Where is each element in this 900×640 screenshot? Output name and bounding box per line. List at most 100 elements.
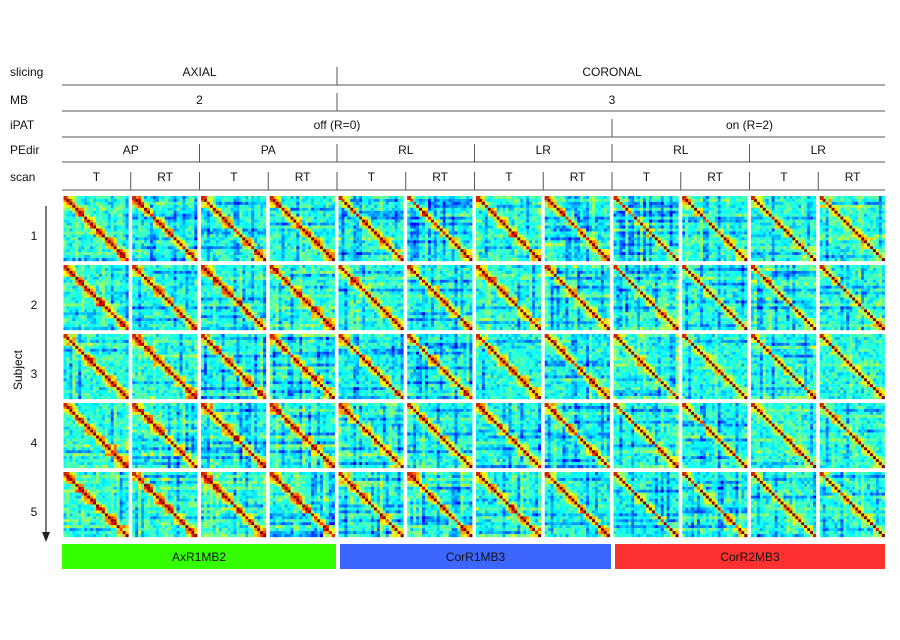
group-label: CorR1MB3	[446, 550, 506, 564]
connectivity-matrix	[269, 472, 335, 538]
group-bar	[62, 544, 336, 569]
connectivity-matrix	[338, 334, 404, 400]
connectivity-matrix	[476, 196, 542, 262]
group-label: AxR1MB2	[172, 550, 226, 564]
connectivity-matrix	[132, 334, 198, 400]
matrix-corner-marker	[201, 334, 205, 338]
connectivity-matrix	[269, 196, 335, 262]
connectivity-matrix	[269, 334, 335, 400]
subject-number: 2	[31, 298, 38, 312]
group-label: CorR2MB3	[720, 550, 780, 564]
matrix-corner-marker	[544, 472, 549, 476]
header-cell: RT	[432, 170, 448, 184]
connectivity-matrix	[682, 196, 748, 262]
matrix-corner-marker	[63, 265, 68, 269]
arrow-down-icon	[42, 532, 50, 542]
header-cell: RT	[157, 170, 173, 184]
subject-axis-label: Subject	[11, 349, 25, 390]
header-cell: 3	[609, 93, 616, 107]
connectivity-matrix	[132, 265, 198, 331]
connectivity-matrix	[751, 265, 817, 331]
connectivity-matrix	[819, 403, 885, 469]
header-cell: T	[505, 170, 513, 184]
connectivity-matrix	[338, 403, 404, 469]
matrix-corner-marker	[338, 265, 343, 269]
header-cell: T	[643, 170, 651, 184]
connectivity-matrix	[613, 334, 679, 400]
connectivity-matrix	[682, 265, 748, 331]
header-row-label: slicing	[10, 65, 43, 79]
header-cell: RL	[398, 143, 414, 157]
matrix-corner-marker	[269, 196, 274, 200]
header-cell: AP	[123, 143, 139, 157]
matrix-corner-marker	[269, 403, 274, 407]
connectivity-matrix	[63, 403, 129, 469]
subject-number: 1	[31, 229, 38, 243]
header-cell: RT	[295, 170, 311, 184]
matrix-corner-marker	[201, 403, 205, 407]
connectivity-matrix	[819, 196, 885, 262]
matrix-corner-marker	[407, 472, 412, 476]
connectivity-matrix	[682, 403, 748, 469]
group-bar	[615, 544, 885, 569]
matrix-corner-marker	[201, 196, 205, 200]
header-cell: off (R=0)	[314, 118, 361, 132]
subject-number: 5	[31, 505, 38, 519]
header-cell: T	[368, 170, 376, 184]
matrix-corner-marker	[819, 403, 824, 407]
header-row-mb: MB 2 3	[10, 93, 885, 112]
matrix-corner-marker	[544, 196, 549, 200]
header-row-label: iPAT	[10, 118, 35, 132]
connectivity-matrix	[751, 403, 817, 469]
connectivity-matrix	[819, 265, 885, 331]
matrix-corner-marker	[407, 196, 412, 200]
connectivity-matrix	[407, 403, 473, 469]
subject-number: 4	[31, 436, 38, 450]
matrix-corner-marker	[132, 472, 137, 476]
connectivity-matrix	[338, 265, 404, 331]
matrix-corner-marker	[201, 265, 205, 269]
connectivity-matrix	[63, 472, 129, 538]
header-row-slicing: slicing AXIAL CORONAL	[10, 65, 885, 86]
header-row-pedir: PEdir AP PA RL LR RL LR	[10, 143, 885, 163]
connectivity-matrix	[751, 472, 817, 538]
connectivity-matrix	[132, 196, 198, 262]
header-cell: RL	[673, 143, 689, 157]
matrix-corner-marker	[476, 196, 480, 200]
connectivity-matrix	[63, 265, 129, 331]
matrix-corner-marker	[338, 403, 343, 407]
connectivity-matrix	[338, 472, 404, 538]
connectivity-matrix	[476, 472, 542, 538]
matrix-corner-marker	[63, 334, 68, 338]
matrix-corner-marker	[751, 334, 755, 338]
connectivity-matrix	[751, 334, 817, 400]
connectivity-matrix	[476, 403, 542, 469]
header-cell: RT	[845, 170, 861, 184]
header-row-label: MB	[10, 93, 28, 107]
connectivity-matrix	[201, 472, 267, 538]
matrix-corner-marker	[269, 472, 274, 476]
matrix-corner-marker	[407, 265, 412, 269]
matrix-corner-marker	[544, 265, 549, 269]
matrix-corner-marker	[63, 196, 68, 200]
connectivity-matrix	[613, 472, 679, 538]
connectivity-matrix	[201, 196, 267, 262]
matrix-corner-marker	[338, 196, 343, 200]
connectivity-matrix	[819, 334, 885, 400]
connectivity-matrix	[476, 265, 542, 331]
header-cell: AXIAL	[182, 65, 216, 79]
matrix-corner-marker	[613, 196, 618, 200]
connectivity-matrix	[269, 403, 335, 469]
connectivity-matrix	[544, 334, 610, 400]
header-cell: RT	[707, 170, 723, 184]
matrix-corner-marker	[63, 403, 68, 407]
connectivity-matrix	[682, 472, 748, 538]
matrix-corner-marker	[132, 196, 137, 200]
header-cell: on (R=2)	[726, 118, 773, 132]
matrix-corner-marker	[751, 472, 755, 476]
header-row-label: PEdir	[10, 143, 39, 157]
connectivity-matrix	[201, 403, 267, 469]
matrix-corner-marker	[682, 334, 687, 338]
matrix-corner-marker	[682, 403, 687, 407]
